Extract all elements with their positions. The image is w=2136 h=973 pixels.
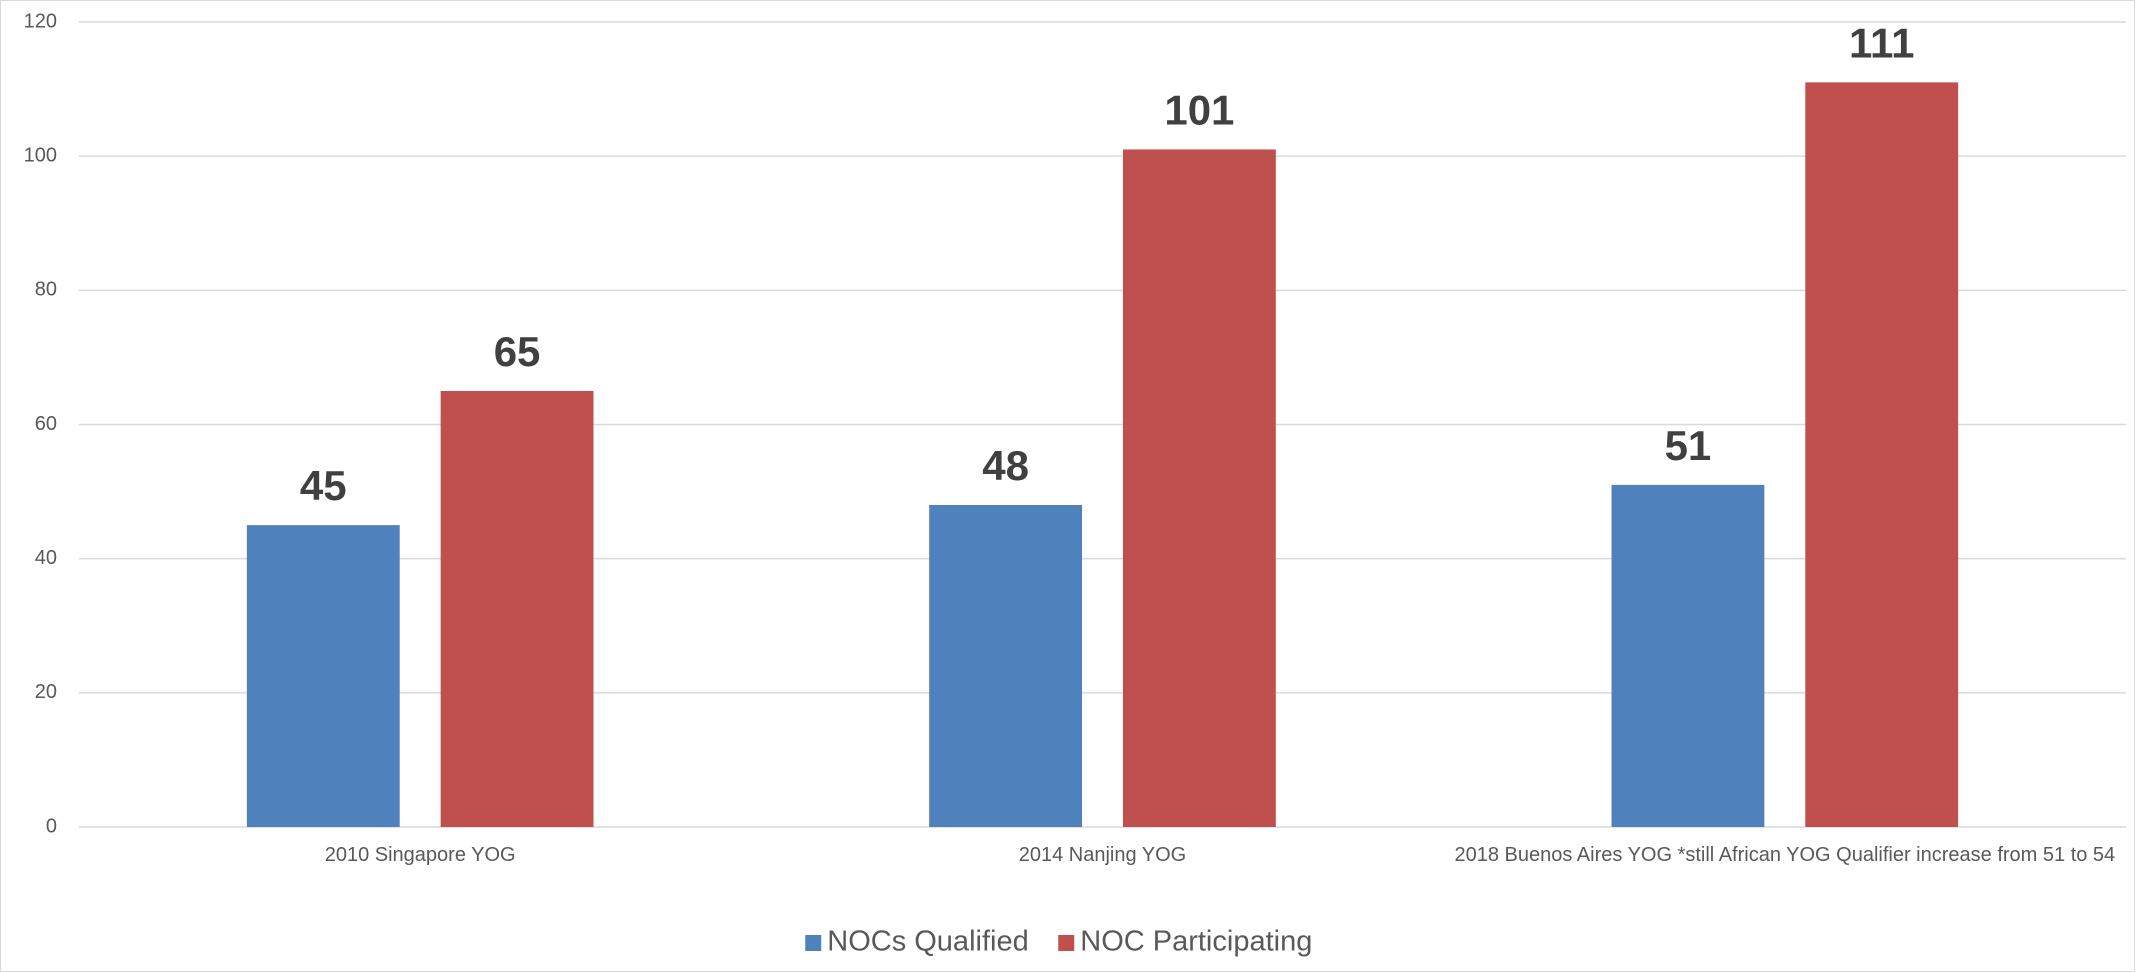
y-tick-label: 0 (46, 815, 57, 837)
data-label: 48 (982, 442, 1029, 489)
legend-swatch (805, 935, 822, 951)
bar (1805, 82, 1959, 827)
legend-label: NOCs Qualified (827, 926, 1028, 958)
data-label: 101 (1164, 87, 1234, 134)
data-label: 51 (1665, 422, 1712, 469)
x-tick-label: 2014 Nanjing YOG (1018, 844, 1187, 866)
x-tick-label-box: 2018 Buenos Aires YOG *still African YOG… (1454, 844, 2116, 866)
x-tick-label: 2018 Buenos Aires YOG *still African YOG… (1454, 844, 2116, 866)
y-tick-label: 120 (24, 10, 57, 32)
data-label: 111 (1849, 19, 1914, 66)
bar (246, 525, 400, 827)
x-tick-label: 2010 Singapore YOG (324, 844, 516, 866)
data-label: 65 (494, 328, 541, 375)
data-label: 45 (300, 462, 347, 509)
bar (1611, 484, 1765, 827)
x-tick-label-box: 2010 Singapore YOG (324, 844, 516, 866)
bar (1122, 149, 1276, 828)
x-tick-label-box: 2014 Nanjing YOG (1018, 844, 1187, 866)
y-tick-label: 80 (35, 279, 57, 301)
bar (440, 390, 594, 827)
legend-swatch (1058, 935, 1075, 951)
legend-label: NOC Participating (1080, 926, 1312, 958)
y-tick-label: 40 (35, 547, 57, 569)
y-tick-label: 100 (24, 144, 57, 166)
y-tick-label: 20 (35, 681, 57, 703)
bar (929, 505, 1083, 827)
y-tick-label: 60 (35, 413, 57, 435)
